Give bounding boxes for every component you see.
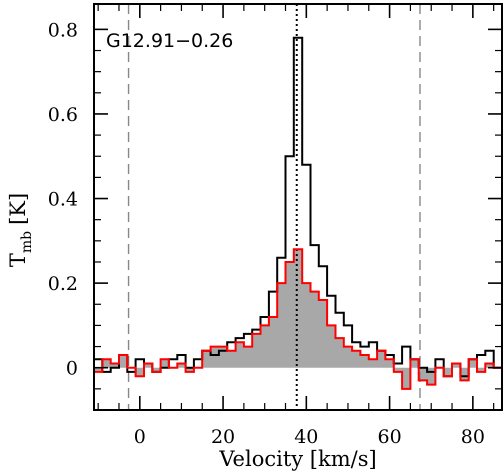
y-tick-label: 0.6 [48,104,78,126]
fill-layer [94,249,502,389]
x-tick-label: 60 [377,426,401,448]
x-tick-label: 80 [461,426,485,448]
x-tick-label: 40 [294,426,318,448]
y-axis-subscript: mb [19,231,35,253]
series-1-step-line [93,248,502,390]
y-axis-unit: [K] [6,193,30,225]
series-layer [93,36,502,390]
tick-layer [94,4,502,410]
y-axis-title: Tmb [K] [6,193,35,267]
y-tick-label: 0.2 [48,273,78,295]
y-axis-symbol: T [6,253,30,267]
y-tick-label: 0 [66,358,78,380]
x-tick-label: 0 [134,426,146,448]
tick-label-layer: 0 20 40 60 80 0 0.2 0.4 0.6 0.8 [48,19,485,448]
y-tick-label: 0.8 [48,19,78,41]
x-axis-title: Velocity [km/s] [218,447,376,471]
source-annotation: G12.91−0.26 [106,30,233,52]
line-layer [127,4,421,410]
x-tick-label: 20 [211,426,235,448]
series-1-fill-area [94,249,502,389]
plot-frame [93,3,503,411]
y-tick-label: 0.4 [48,189,78,211]
